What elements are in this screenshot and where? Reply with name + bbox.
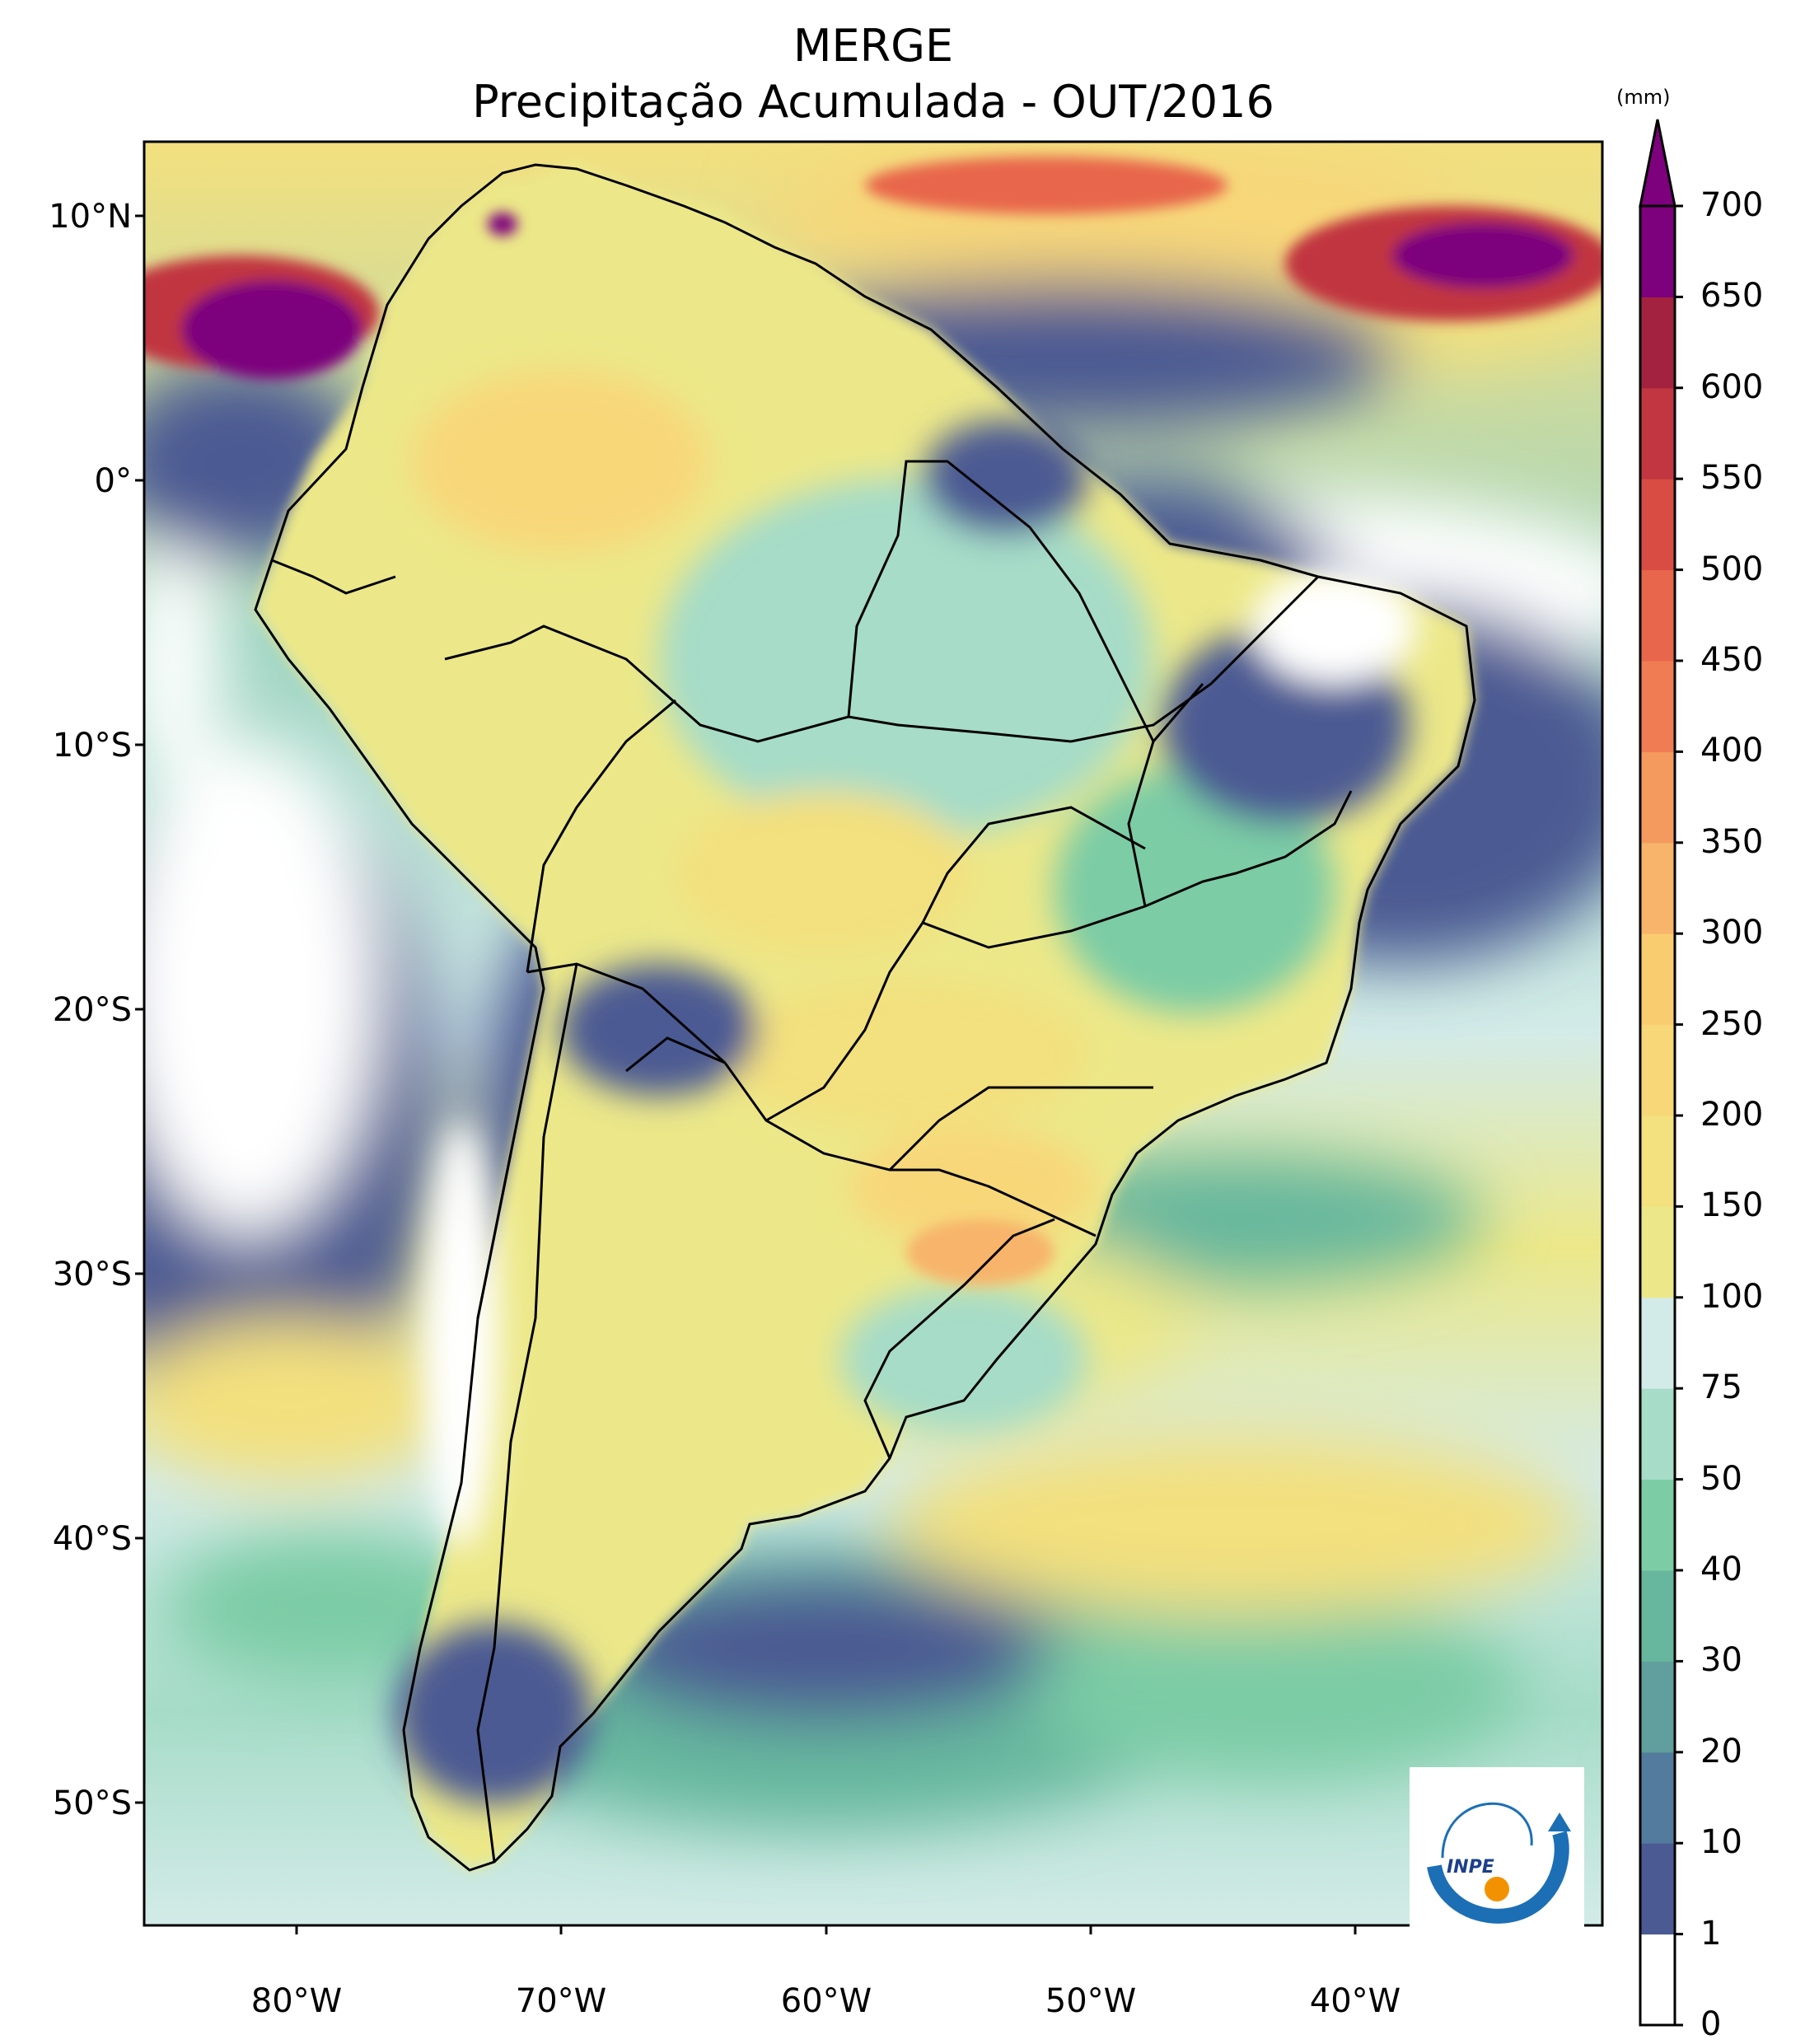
colorbar-segment xyxy=(1640,479,1675,571)
colorbar-segment xyxy=(1640,569,1675,662)
colorbar-segment xyxy=(1640,933,1675,1026)
colorbar-segment xyxy=(1640,297,1675,389)
colorbar-label: 600 xyxy=(1700,367,1764,406)
colorbar-label: 450 xyxy=(1700,641,1764,679)
colorbar-segment xyxy=(1640,1570,1675,1662)
map-subtitle: Precipitação Acumulada - OUT/2016 xyxy=(472,76,1274,128)
map-frame xyxy=(143,140,1604,1927)
colorbar-segment xyxy=(1640,1116,1675,1207)
colorbar-label: 50 xyxy=(1700,1459,1742,1498)
colorbar-label: 350 xyxy=(1700,822,1764,861)
colorbar-label: 400 xyxy=(1700,732,1764,770)
lat-label: 0° xyxy=(94,462,132,500)
colorbar-segment xyxy=(1640,661,1675,752)
lon-label: 50°W xyxy=(1045,1982,1137,2020)
precipitation-field xyxy=(144,142,1602,1925)
lat-label: 20°S xyxy=(52,991,132,1029)
colorbar-label: 40 xyxy=(1700,1551,1742,1588)
colorbar-segment xyxy=(1640,1024,1675,1116)
colorbar-label: 300 xyxy=(1700,914,1764,952)
colorbar-label: 20 xyxy=(1700,1732,1742,1770)
lon-label: 60°W xyxy=(780,1982,872,2020)
logo-text: INPE xyxy=(1447,1857,1494,1878)
colorbar-segment xyxy=(1640,1479,1675,1571)
lat-label: 40°S xyxy=(52,1520,132,1558)
lat-label: 30°S xyxy=(52,1256,132,1293)
colorbar-label: 30 xyxy=(1700,1641,1742,1680)
lon-label: 70°W xyxy=(515,1982,607,2020)
colorbar-segment xyxy=(1640,387,1675,479)
map-title: MERGE xyxy=(793,20,954,72)
colorbar-label: 150 xyxy=(1700,1186,1764,1225)
lat-label: 10°N xyxy=(49,198,132,236)
axis-ticks xyxy=(135,214,1357,1934)
colorbar xyxy=(1640,204,1683,2027)
lon-label: 80°W xyxy=(250,1982,343,2020)
country-borders xyxy=(254,163,1476,1872)
lat-label: 50°S xyxy=(52,1784,132,1822)
colorbar-segment xyxy=(1640,206,1675,297)
colorbar-segment xyxy=(1640,1843,1675,1935)
colorbar-label: 10 xyxy=(1700,1823,1742,1862)
colorbar-label: 550 xyxy=(1700,459,1764,498)
colorbar-label: 700 xyxy=(1700,186,1764,224)
colorbar-label: 100 xyxy=(1700,1277,1764,1316)
lon-label: 40°W xyxy=(1309,1982,1401,2020)
colorbar-unit: (mm) xyxy=(1616,86,1671,109)
colorbar-label: 500 xyxy=(1700,550,1764,588)
colorbar-segment xyxy=(1640,1934,1675,2026)
colorbar-label: 75 xyxy=(1700,1368,1742,1407)
colorbar-segment xyxy=(1640,1752,1675,1844)
lat-label: 10°S xyxy=(52,727,132,765)
colorbar-segment xyxy=(1640,1206,1675,1298)
colorbar-label: 250 xyxy=(1700,1004,1764,1043)
colorbar-extend-arrow xyxy=(1639,119,1676,208)
colorbar-label: 1 xyxy=(1700,1914,1722,1953)
colorbar-segment xyxy=(1640,1661,1675,1753)
colorbar-label: 200 xyxy=(1700,1096,1764,1134)
colorbar-segment xyxy=(1640,751,1675,844)
colorbar-label: 650 xyxy=(1700,277,1764,316)
inpe-logo: INPE xyxy=(1410,1767,1584,1939)
colorbar-frame xyxy=(1639,204,1676,2027)
colorbar-label: 0 xyxy=(1700,2005,1722,2043)
colorbar-segment xyxy=(1640,1297,1675,1389)
colorbar-segment xyxy=(1640,1388,1675,1480)
colorbar-segment xyxy=(1640,842,1675,934)
